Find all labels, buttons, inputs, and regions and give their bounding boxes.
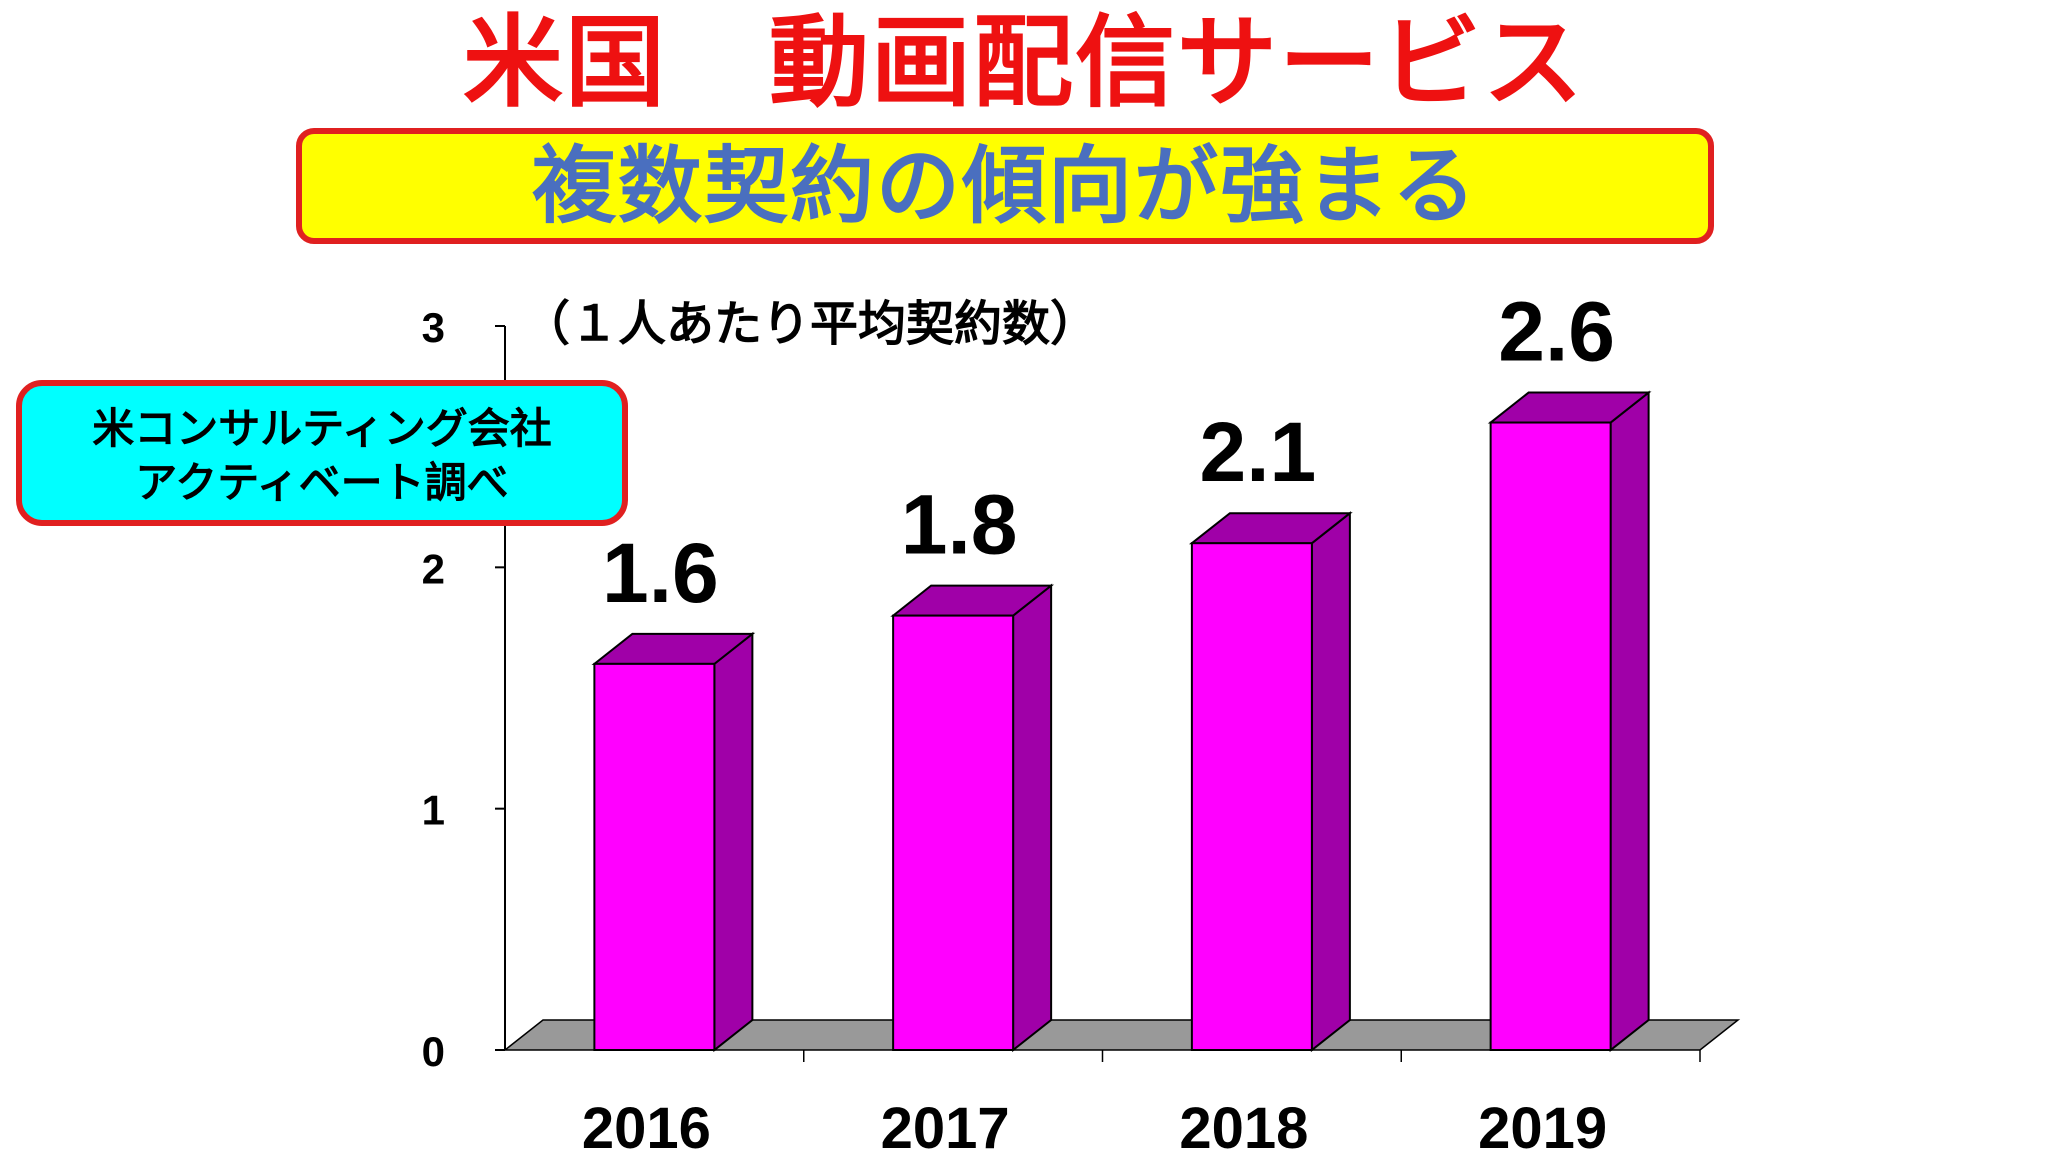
bar-side-2016 [713,631,754,1053]
x-tick-label-2018: 2018 [1179,1096,1308,1152]
value-label-2017: 1.8 [901,478,1018,572]
subtitle-text: 複数契約の傾向が強まる [531,137,1478,235]
bar-2019 [1489,421,1612,1051]
bar-2016 [593,662,716,1051]
y-tick-label: 1 [422,787,445,834]
source-note: 米コンサルティング会社 アクティベート調べ [16,380,628,526]
bar-2017 [892,614,1015,1051]
y-axis-label: （１人あたり平均契約数） [522,296,1098,352]
y-tick-label: 2 [422,545,445,592]
bar-side-2019 [1609,390,1650,1053]
value-label-2016: 1.6 [602,526,719,620]
bar-side-2018 [1310,511,1351,1053]
x-tick-label-2016: 2016 [582,1096,711,1152]
y-tick-label: 3 [422,304,445,351]
value-label-2018: 2.1 [1199,405,1316,499]
source-line-1: 米コンサルティング会社 [92,404,552,453]
y-tick-label: 0 [422,1028,445,1075]
bar-2018 [1190,542,1313,1051]
bar-side-2017 [1012,583,1053,1053]
x-tick-label-2017: 2017 [881,1096,1010,1152]
value-label-2019: 2.6 [1498,285,1615,379]
source-line-2: アクティベート調べ [135,458,509,507]
subtitle-banner: 複数契約の傾向が強まる [296,128,1714,244]
x-tick-label-2019: 2019 [1478,1096,1607,1152]
main-title: 米国 動画配信サービス [463,4,1585,121]
